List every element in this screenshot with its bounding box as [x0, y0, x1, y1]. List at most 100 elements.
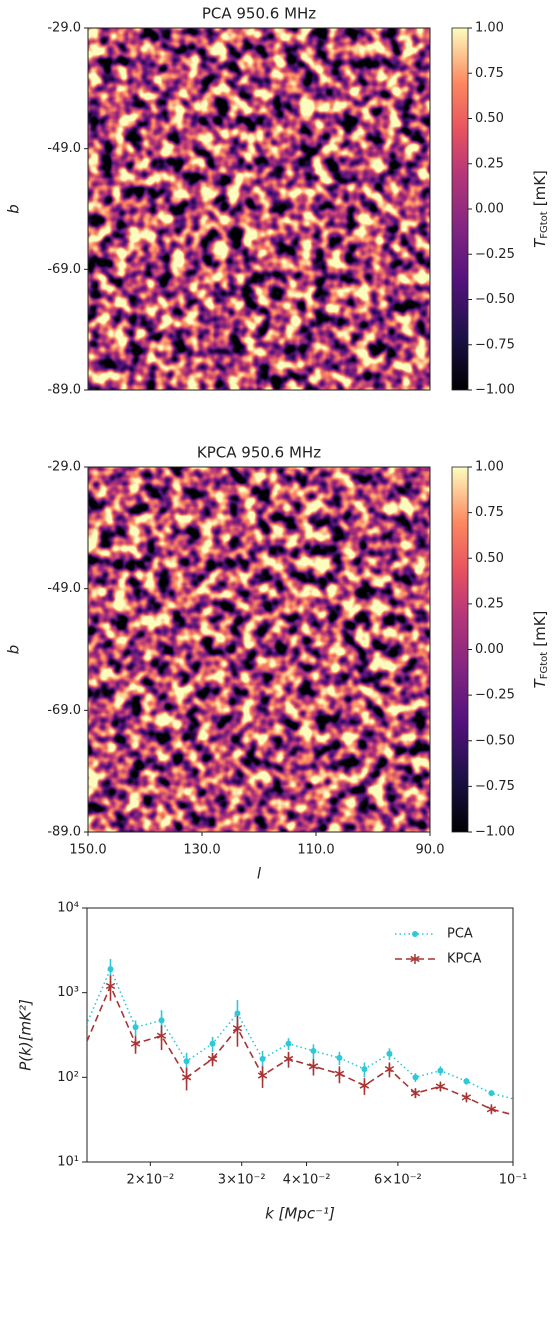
- x-tick-label: 6×10⁻²: [374, 1173, 422, 1188]
- data-point: [107, 966, 114, 973]
- data-point: [310, 1047, 317, 1054]
- colorbar-tick-label: −0.25: [475, 247, 515, 262]
- data-point: [232, 1023, 243, 1034]
- colorbar-tick-label: −0.75: [475, 779, 515, 794]
- data-point: [259, 1055, 266, 1062]
- x-tick-label: 130.0: [183, 843, 220, 858]
- colorbar-tick-label: −1.00: [475, 825, 515, 840]
- x-tick-label: 150.0: [69, 843, 106, 858]
- y-axis-label: b: [5, 645, 23, 655]
- x-tick-label: 4×10⁻²: [283, 1173, 331, 1188]
- x-tick-label: 2×10⁻²: [126, 1173, 174, 1188]
- data-point: [435, 1081, 446, 1092]
- plot-frame: [87, 27, 431, 391]
- y-tick-label: -69.0: [47, 262, 81, 277]
- colorbar-tick-label: 0.00: [475, 642, 504, 657]
- legend-label: KPCA: [447, 952, 481, 967]
- colorbar-tick-label: 0.00: [475, 202, 504, 217]
- colorbar-tick-label: 0.75: [475, 505, 504, 520]
- plot-frame: [86, 907, 514, 1163]
- data-point: [361, 1066, 368, 1073]
- y-tick-label: -49.0: [47, 141, 81, 156]
- data-point: [257, 1070, 268, 1081]
- data-point: [130, 1038, 141, 1049]
- data-point: [132, 1024, 139, 1031]
- colorbar-tick-label: −0.25: [475, 688, 515, 703]
- colorbar: [451, 27, 469, 391]
- colorbar-tick-label: −0.50: [475, 733, 515, 748]
- colorbar-label-unit: [mK]: [531, 170, 549, 206]
- y-tick-label: 10⁴: [57, 901, 79, 916]
- legend-marker: [410, 954, 420, 964]
- colorbar-label: TFGtot [mK]: [531, 170, 551, 248]
- data-point: [334, 1068, 345, 1079]
- colorbar-label-symbol: T: [531, 677, 549, 688]
- colorbar-label-symbol: T: [531, 237, 549, 248]
- data-point: [234, 1010, 241, 1017]
- data-point: [285, 1040, 292, 1047]
- y-tick-label: 10¹: [57, 1155, 79, 1170]
- colorbar-tick-label: 1.00: [475, 21, 504, 36]
- data-point: [183, 1058, 190, 1065]
- data-point: [461, 1092, 472, 1103]
- data-point: [336, 1054, 343, 1061]
- y-axis-label: b: [5, 204, 23, 214]
- colorbar-label-subscript: FGtot: [539, 211, 550, 239]
- heatmap-image: [88, 467, 430, 832]
- colorbar-tick-label: −1.00: [475, 383, 515, 398]
- data-point: [209, 1040, 216, 1047]
- colorbar-label-unit: [mK]: [531, 611, 549, 647]
- data-point: [156, 1030, 167, 1041]
- y-tick-label: -89.0: [47, 825, 81, 840]
- colorbar-tick-label: 0.75: [475, 66, 504, 81]
- x-tick-label: 90.0: [416, 843, 445, 858]
- legend-marker: [412, 931, 418, 937]
- y-tick-label: 10²: [57, 1070, 79, 1085]
- data-point: [410, 1088, 421, 1099]
- series-line: [87, 983, 513, 1116]
- data-point: [488, 1090, 495, 1097]
- colorbar-tick-label: −0.50: [475, 292, 515, 307]
- series-line: [87, 967, 513, 1100]
- legend-label: PCA: [447, 927, 473, 942]
- colorbar-tick-label: 1.00: [475, 460, 504, 475]
- data-point: [514, 1097, 520, 1103]
- x-tick-label: 3×10⁻²: [218, 1173, 266, 1188]
- data-point: [359, 1080, 370, 1091]
- data-point: [463, 1078, 470, 1085]
- data-point: [105, 980, 116, 991]
- data-point: [181, 1072, 192, 1083]
- colorbar: [451, 466, 469, 833]
- colorbar-tick-label: 0.25: [475, 596, 504, 611]
- chart-title: PCA 950.6 MHz: [202, 5, 316, 23]
- y-tick-label: -49.0: [47, 581, 81, 596]
- data-point: [158, 1017, 165, 1024]
- data-point: [486, 1104, 497, 1115]
- x-axis-label: k [Mpc⁻¹]: [265, 1205, 335, 1223]
- colorbar-tick-label: 0.25: [475, 156, 504, 171]
- data-point: [283, 1053, 294, 1064]
- plot-area: [79, 958, 520, 1119]
- data-point: [437, 1067, 444, 1074]
- data-point: [384, 1064, 395, 1075]
- y-tick-label: -29.0: [47, 460, 81, 475]
- data-point: [79, 1030, 85, 1036]
- data-point: [512, 1113, 513, 1119]
- colorbar-tick-label: −0.75: [475, 337, 515, 352]
- x-axis-label: l: [257, 865, 262, 883]
- x-tick-label: 110.0: [297, 843, 334, 858]
- colorbar-tick-label: 0.50: [475, 551, 504, 566]
- colorbar-tick-label: 0.50: [475, 111, 504, 126]
- colorbar-label-subscript: FGtot: [539, 652, 550, 680]
- data-point: [308, 1061, 319, 1072]
- x-tick-label: 10⁻¹: [499, 1173, 528, 1188]
- y-axis-label: P(k)[mK²]: [17, 999, 35, 1071]
- y-tick-label: -69.0: [47, 703, 81, 718]
- y-tick-label: -29.0: [47, 21, 81, 36]
- data-point: [386, 1050, 393, 1057]
- data-point: [87, 1049, 88, 1055]
- y-tick-label: 10³: [57, 985, 79, 1000]
- heatmap-image: [88, 28, 430, 390]
- plot-frame: [87, 466, 431, 833]
